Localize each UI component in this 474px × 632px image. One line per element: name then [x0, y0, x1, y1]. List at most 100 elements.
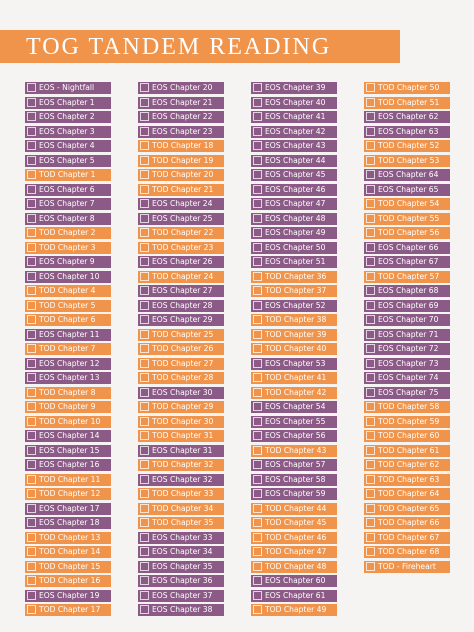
- checkbox: [140, 300, 149, 310]
- checkbox: [140, 460, 149, 469]
- reading-item: EOS Chapter 49: [251, 227, 337, 239]
- reading-item: EOS Chapter 8: [25, 212, 111, 225]
- item-label: EOS Chapter 51: [265, 257, 326, 266]
- reading-item: EOS Chapter 58: [251, 473, 337, 486]
- item-label: TOD Chapter 67: [378, 532, 440, 542]
- reading-item: EOS Chapter 19: [25, 589, 111, 602]
- checkbox: [253, 271, 262, 281]
- checkbox: [27, 271, 36, 281]
- reading-item: EOS Chapter 52: [251, 299, 337, 312]
- reading-item: TOD Chapter 22: [138, 227, 224, 239]
- checkbox: [27, 184, 36, 194]
- checkbox: [253, 387, 262, 397]
- checkbox: [253, 286, 262, 295]
- reading-item: EOS Chapter 15: [25, 444, 111, 457]
- reading-item: TOD Chapter 60: [364, 430, 450, 442]
- item-label: EOS Chapter 50: [265, 242, 326, 252]
- item-label: TOD Chapter 27: [152, 358, 214, 368]
- item-label: TOD Chapter 51: [378, 97, 440, 107]
- item-label: TOD Chapter 24: [152, 271, 214, 281]
- checkbox: [27, 329, 36, 339]
- checkbox: [140, 97, 149, 107]
- reading-item: TOD Chapter 65: [364, 502, 450, 515]
- item-label: EOS Chapter 15: [39, 445, 100, 455]
- checkbox: [366, 184, 375, 194]
- item-label: EOS Chapter 39: [265, 83, 326, 92]
- reading-item: EOS Chapter 60: [251, 575, 337, 587]
- checkbox: [27, 199, 36, 208]
- item-label: TOD Chapter 43: [265, 445, 327, 455]
- checkbox: [27, 126, 36, 136]
- reading-item: EOS Chapter 70: [364, 314, 450, 326]
- item-label: EOS Chapter 56: [265, 431, 326, 440]
- reading-item: TOD Chapter 27: [138, 357, 224, 370]
- item-label: EOS Chapter 71: [378, 329, 439, 339]
- checkbox: [366, 97, 375, 107]
- checkbox: [253, 141, 262, 150]
- item-label: TOD Chapter 20: [152, 170, 214, 179]
- checkbox: [27, 344, 36, 353]
- item-label: EOS Chapter 35: [152, 561, 213, 571]
- item-label: EOS Chapter 64: [378, 170, 439, 179]
- checkbox: [27, 97, 36, 107]
- item-label: EOS Chapter 19: [39, 590, 100, 600]
- reading-item: EOS - Nightfall: [25, 82, 111, 94]
- checkbox: [140, 83, 149, 92]
- checkbox: [366, 503, 375, 513]
- reading-item: EOS Chapter 4: [25, 140, 111, 152]
- reading-item: TOD Chapter 67: [364, 531, 450, 544]
- checkbox: [27, 155, 36, 165]
- checkbox: [140, 213, 149, 223]
- item-label: TOD Chapter 40: [265, 344, 327, 353]
- checkbox: [366, 329, 375, 339]
- reading-item: EOS Chapter 23: [138, 125, 224, 138]
- item-label: EOS Chapter 53: [265, 358, 326, 368]
- checkbox: [366, 199, 375, 208]
- reading-item: EOS Chapter 13: [25, 372, 111, 384]
- reading-item: EOS Chapter 39: [251, 82, 337, 94]
- checkbox: [27, 373, 36, 382]
- item-label: TOD Chapter 25: [152, 329, 214, 339]
- reading-item: EOS Chapter 47: [251, 198, 337, 210]
- item-label: TOD Chapter 44: [265, 503, 327, 513]
- item-label: EOS Chapter 62: [378, 112, 439, 121]
- item-label: TOD Chapter 29: [152, 402, 214, 411]
- item-label: EOS Chapter 43: [265, 141, 326, 150]
- checkbox: [366, 257, 375, 266]
- reading-item: EOS Chapter 10: [25, 270, 111, 283]
- checkbox: [27, 474, 36, 484]
- item-label: TOD Chapter 12: [39, 489, 101, 498]
- reading-item: TOD Chapter 6: [25, 314, 111, 326]
- item-label: EOS Chapter 27: [152, 286, 213, 295]
- item-label: EOS Chapter 10: [39, 271, 100, 281]
- checkbox: [253, 547, 262, 556]
- checkbox: [253, 460, 262, 469]
- item-label: TOD Chapter 22: [152, 228, 214, 237]
- item-label: TOD Chapter 50: [378, 83, 440, 92]
- reading-item: EOS Chapter 69: [364, 299, 450, 312]
- checkbox: [140, 228, 149, 237]
- reading-item: EOS Chapter 31: [138, 444, 224, 457]
- reading-item: TOD Chapter 21: [138, 183, 224, 196]
- item-label: EOS Chapter 55: [265, 416, 326, 426]
- checkbox: [366, 271, 375, 281]
- checkbox: [253, 300, 262, 310]
- reading-item: EOS Chapter 75: [364, 386, 450, 399]
- reading-item: TOD Chapter 15: [25, 560, 111, 573]
- checkbox: [253, 315, 262, 324]
- item-label: EOS Chapter 26: [152, 257, 213, 266]
- checkbox: [27, 112, 36, 121]
- reading-item: EOS Chapter 20: [138, 82, 224, 94]
- reading-item: EOS Chapter 33: [138, 531, 224, 544]
- item-label: EOS Chapter 37: [152, 590, 213, 600]
- reading-item: TOD Chapter 53: [364, 154, 450, 167]
- item-label: EOS Chapter 1: [39, 97, 95, 107]
- item-label: EOS - Nightfall: [39, 83, 95, 92]
- checkbox: [366, 547, 375, 556]
- reading-item: EOS Chapter 71: [364, 328, 450, 341]
- reading-item: TOD Chapter 8: [25, 386, 111, 399]
- reading-item: TOD Chapter 19: [138, 154, 224, 167]
- checkbox: [253, 416, 262, 426]
- checkbox: [140, 416, 149, 426]
- checkbox: [253, 184, 262, 194]
